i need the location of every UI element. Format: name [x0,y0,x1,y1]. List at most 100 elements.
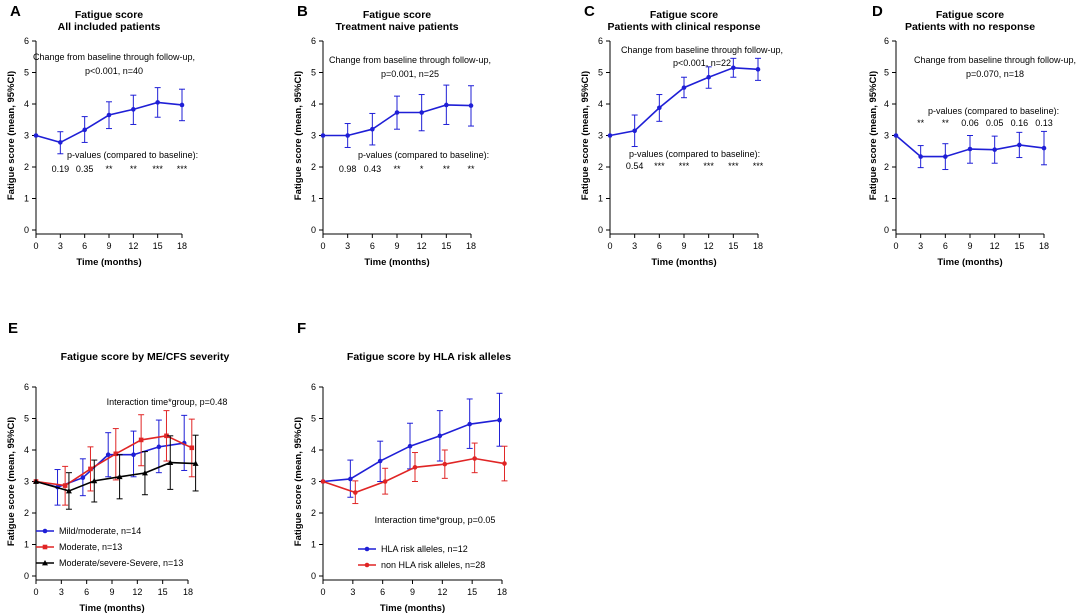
pvalue-label: ** [917,118,925,128]
data-point [1041,145,1047,151]
data-point [164,433,169,439]
data-point [444,102,449,108]
pvalue-label: ** [393,164,401,174]
x-tick-label: 9 [967,241,972,251]
change-annotation-line2: p<0.001, n=40 [85,66,143,76]
x-tick-label: 12 [437,587,447,597]
y-tick-label: 6 [24,36,29,46]
legend-label: HLA risk alleles, n=12 [381,544,468,554]
pvalues-header: p-values (compared to baseline): [629,149,760,159]
series-0 [33,414,188,506]
x-tick-label: 0 [320,587,325,597]
x-tick-label: 6 [943,241,948,251]
data-point [156,444,162,450]
y-tick-label: 5 [884,68,889,78]
x-tick-label: 12 [990,241,1000,251]
data-point [105,452,111,458]
y-axis-label: Fatigue score (mean, 95%CI) [6,417,17,546]
x-tick-label: 3 [59,587,64,597]
legend: Mild/moderate, n=14 Moderate, n=13 Moderat… [36,526,183,568]
y-tick-label: 1 [311,194,316,204]
y-tick-label: 5 [598,68,603,78]
data-point [437,433,443,439]
panel-label: E [8,320,18,337]
data-point [967,146,973,152]
x-tick-label: 9 [410,587,415,597]
data-point [364,546,370,552]
data-point [82,127,87,133]
data-point [113,451,119,457]
data-point [731,65,736,71]
chart-subtitle: Patients with no response [905,21,1035,33]
data-point [607,133,613,138]
y-tick-label: 3 [24,477,29,487]
x-tick-label: 0 [320,241,325,251]
pvalue-label: 0.16 [1011,118,1029,128]
x-tick-label: 12 [128,241,138,251]
legend-label: non HLA risk alleles, n=28 [381,560,485,570]
series-0 [33,87,185,155]
y-tick-label: 6 [24,382,29,392]
x-tick-label: 0 [33,241,38,251]
y-tick-label: 2 [24,508,29,518]
data-point [1017,142,1022,148]
y-tick-label: 4 [24,99,29,109]
series-0 [607,57,761,148]
x-tick-label: 18 [466,241,476,251]
change-annotation-line1: Change from baseline through follow-up, [621,45,783,55]
x-tick-label: 9 [109,587,114,597]
change-annotation-line1: Change from baseline through follow-up, [329,55,491,65]
y-tick-label: 3 [884,131,889,141]
y-tick-label: 2 [24,162,29,172]
y-tick-label: 5 [24,68,29,78]
y-tick-label: 0 [24,225,29,235]
x-tick-label: 0 [607,241,612,251]
data-point [468,103,474,108]
x-tick-label: 9 [394,241,399,251]
x-axis-label: Time (months) [380,603,445,614]
data-point [497,417,502,423]
x-tick-label: 6 [380,587,385,597]
x-tick-label: 15 [153,241,163,251]
x-tick-label: 18 [1039,241,1049,251]
x-tick-label: 3 [918,241,923,251]
data-point [992,147,997,152]
series-0 [320,84,474,148]
pvalue-label: 0.06 [961,118,979,128]
change-annotation-line2: p=0.001, n=25 [381,69,439,79]
pvalues-header: p-values (compared to baseline): [358,150,489,160]
data-point [131,452,136,458]
data-point [138,437,144,443]
y-tick-label: 2 [311,162,316,172]
y-axis-label: Fatigue score (mean, 95%CI) [293,71,304,200]
data-point [42,528,48,534]
y-axis-label: Fatigue score (mean, 95%CI) [293,417,304,546]
x-tick-label: 15 [1014,241,1024,251]
series-1 [33,410,195,506]
data-point [65,487,72,494]
data-point [33,133,39,138]
chart-subtitle: Treatment naive patients [335,21,458,33]
x-tick-label: 18 [183,587,193,597]
panel-label: F [297,320,306,337]
series-0 [893,130,1047,171]
y-tick-label: 3 [311,131,316,141]
y-tick-label: 4 [311,445,316,455]
y-tick-label: 4 [311,99,316,109]
y-tick-label: 3 [311,477,316,487]
x-tick-label: 0 [33,587,38,597]
change-annotation-line2: p=0.070, n=18 [966,69,1024,79]
y-tick-label: 6 [311,382,316,392]
data-point [179,102,185,108]
data-point [407,443,413,449]
y-tick-label: 4 [598,99,603,109]
x-tick-label: 15 [728,241,738,251]
data-point [472,456,477,461]
panel-label: A [10,3,21,20]
pvalue-label: *** [654,161,665,171]
data-point [42,560,48,566]
x-tick-label: 9 [106,241,111,251]
